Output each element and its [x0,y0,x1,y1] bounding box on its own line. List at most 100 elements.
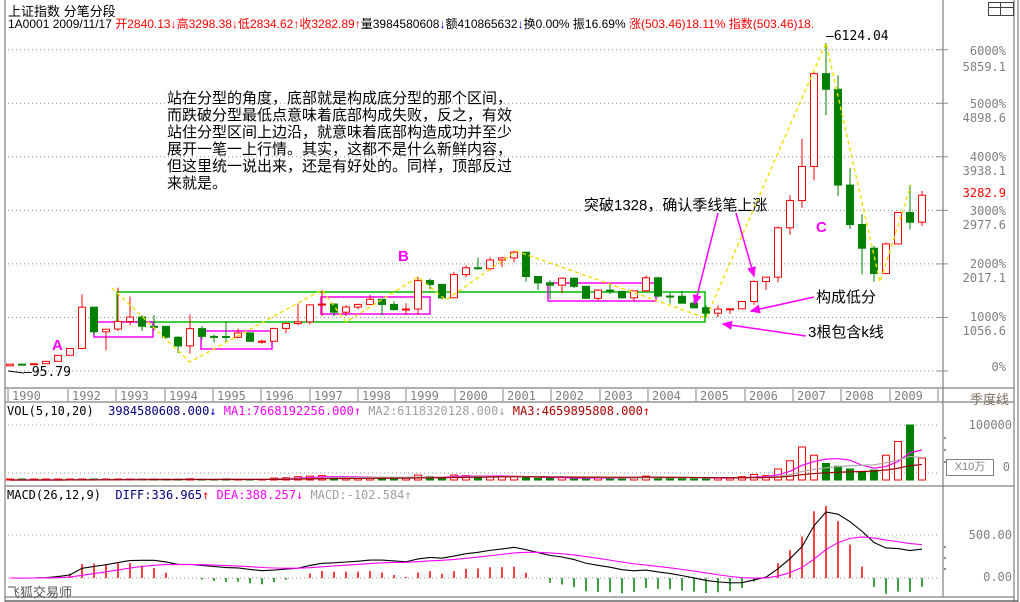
year-axis-label: 1995 [217,389,246,403]
segment-line [111,40,912,363]
vol-ma1: MA1:7668192256.000 [216,404,354,418]
macd-indicator-header: MACD(26,12,9) DIFF:336.965↑ DEA:388.257↓… [7,488,412,502]
price-axis-label: 3282.9 [962,186,1006,200]
candlestick [126,296,134,326]
vol-ma2-arrow-icon: ↓ [498,404,506,418]
candlestick [786,195,794,235]
low-fractal-annotation: 构成低分 [816,289,877,306]
candlestick [846,168,854,230]
pivot-letter-b: B [398,248,409,265]
volume-series [6,424,926,481]
macd-diff-line [9,511,923,584]
pane-frame [4,0,1019,602]
vol-axis-zero: 0 [1002,460,1010,474]
candlestick [630,290,638,302]
year-axis-label: 2005 [700,389,729,403]
volume-indicator-header: VOL(5,10,20) 3984580608.000↓ MA1:7668192… [7,404,650,418]
quote-info-row: 1A0001 2009/11/17 开2840.13↓高3298.38↓低283… [8,15,980,32]
year-axis-label: 1994 [169,389,198,403]
year-axis-label: 2006 [749,389,778,403]
candlestick [222,321,230,343]
year-axis-label: 1997 [314,389,343,403]
candlestick [30,363,38,366]
candlestick [294,303,302,326]
price-axis-label: 4000% [969,150,1006,164]
macd-series [9,506,923,594]
breakout-annotation: 突破1328，确认季线笔上涨 [584,197,768,214]
amount-arrow-icon: ↓ [517,17,524,31]
candlestick [354,303,362,310]
candlestick [798,138,806,208]
candlestick [42,360,50,365]
macd-diff: DIFF:336.965 [115,488,203,502]
price-axis-label: 4898.6 [962,111,1006,125]
candlestick [714,305,722,318]
vol-unit-box: X10万 [946,459,994,476]
year-axis-label: 2000 [459,389,488,403]
candlestick [330,303,338,317]
candlestick [198,326,206,340]
macd-axis-label: 500.00 [968,528,1012,542]
candlestick [810,72,818,181]
macd-arrow-icon: ↑ [404,488,412,502]
candlestick [306,304,314,325]
vol-arrow-icon: ↓ [209,404,217,418]
candlestick [570,277,578,288]
year-axis-label: 1999 [410,389,439,403]
candlestick [90,306,98,335]
candlestick [702,305,710,318]
annotation-arrows [7,212,815,374]
candlestick [738,300,746,310]
stock-code-date: 1A0001 2009/11/17 [8,17,116,31]
pivot-letter-a: A [52,337,63,354]
vol-ma2: MA2:6118320128.000 [361,404,499,418]
year-axis-label: 1993 [120,389,149,403]
vol-ma3-arrow-icon: ↑ [642,404,651,418]
candlestick [258,339,266,344]
macd-value: MACD:-102.584 [303,488,405,502]
price-axis-label: 2977.6 [962,218,1006,232]
candlestick [510,250,518,263]
candlestick [522,251,530,282]
macd-diff-arrow-icon: ↑ [202,488,210,502]
vol-value: 3984580608.000 [108,404,210,418]
macd-name: MACD(26,12,9) [7,488,116,502]
chart-title: 上证指数 分笔分段 [8,4,116,19]
ohlc-readout: 开2840.13↓高3298.38↓低2834.62↑收3282.89↑ [115,17,361,31]
year-axis-label: 2008 [845,389,874,403]
price-axis-label: 3000% [969,204,1006,218]
macd-axis-label: 0.00 [983,570,1012,584]
price-axis-label: 3938.1 [962,164,1006,178]
price-axis-label: 0% [991,360,1006,374]
candlestick [546,280,554,300]
candlestick [6,363,14,367]
vol-name: VOL(5,10,20) [7,404,109,418]
volume-readout: 量3984580608 [360,17,440,31]
price-axis-label: 1056.6 [962,324,1006,338]
candlestick [906,184,914,230]
candlestick [366,294,374,305]
volume-arrow-icon: ↓ [439,17,446,31]
volume-ma-line [9,463,923,481]
peak-price-label: —6124.04 [826,29,889,44]
fractal-boxes [93,282,706,350]
candlestick [774,226,782,283]
candlestick [726,308,734,314]
candlestick [474,257,482,270]
candlestick [78,294,86,349]
low-price-label: —95.79 [24,365,71,380]
window-pane-icon[interactable] [988,2,1014,16]
candlestick [102,328,110,351]
candlestick [414,276,422,315]
candlestick [342,305,350,317]
macd-dea: DEA:388.257 [209,488,297,502]
candlestick [558,277,566,294]
price-axis-label: 5859.1 [962,60,1006,74]
candlestick [666,292,674,304]
year-axis-label: 1990 [12,389,41,403]
candlestick [318,290,326,317]
candlestick [234,328,242,339]
candlestick [582,285,590,299]
candlestick [18,363,26,366]
